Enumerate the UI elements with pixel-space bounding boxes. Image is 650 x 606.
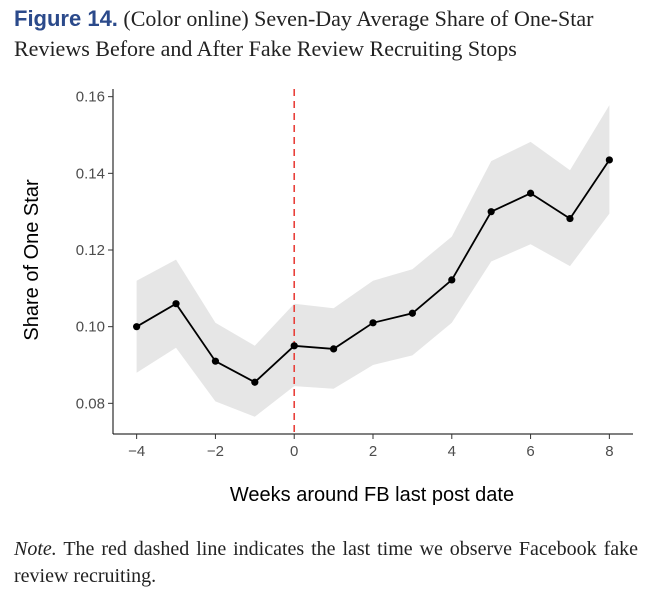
y-tick-label: 0.14 xyxy=(76,165,105,182)
figure-label: Figure 14. xyxy=(14,6,118,31)
line-chart: 0.08 0.10 0.12 0.14 0.16 −4 −2 0 2 4 6 8 Weeks arou… xyxy=(21,89,633,506)
axes: 0.08 0.10 0.12 0.14 0.16 −4 −2 0 2 4 6 8 xyxy=(76,89,633,460)
y-tick-label: 0.08 xyxy=(76,395,105,412)
data-point xyxy=(448,276,456,284)
note-text: The red dashed line indicates the last t… xyxy=(14,538,638,587)
y-tick-label: 0.10 xyxy=(76,319,105,336)
y-tick-label: 0.12 xyxy=(76,242,105,259)
y-axis-title: Share of One Star xyxy=(21,179,43,341)
data-point xyxy=(172,300,180,308)
data-point xyxy=(487,208,495,216)
data-point xyxy=(290,342,298,350)
plot-area xyxy=(133,89,613,434)
figure-caption: Figure 14. (Color online) Seven-Day Aver… xyxy=(14,4,640,64)
confidence-band xyxy=(136,105,610,417)
note-lead: Note. xyxy=(14,538,57,560)
figure-note: Note. The red dashed line indicates the … xyxy=(14,536,638,590)
x-axis-title: Weeks around FB last post date xyxy=(230,484,514,506)
x-tick-label: 4 xyxy=(448,443,456,460)
data-point xyxy=(211,357,220,365)
x-tick-label: 0 xyxy=(290,443,298,460)
y-tick-label: 0.16 xyxy=(76,89,105,106)
x-tick-label: −2 xyxy=(207,443,224,460)
x-tick-label: 2 xyxy=(369,443,377,460)
x-tick-label: −4 xyxy=(128,443,145,460)
data-point xyxy=(251,378,259,386)
data-point xyxy=(408,309,416,317)
data-point xyxy=(605,156,613,164)
data-point xyxy=(133,323,141,331)
data-point xyxy=(330,345,338,353)
data-point xyxy=(566,214,574,223)
figure-caption-text: (Color online) Seven-Day Average Share o… xyxy=(14,6,594,61)
x-tick-label: 8 xyxy=(605,443,613,460)
data-point xyxy=(369,319,377,327)
data-point xyxy=(526,189,535,197)
x-tick-label: 6 xyxy=(526,443,534,460)
